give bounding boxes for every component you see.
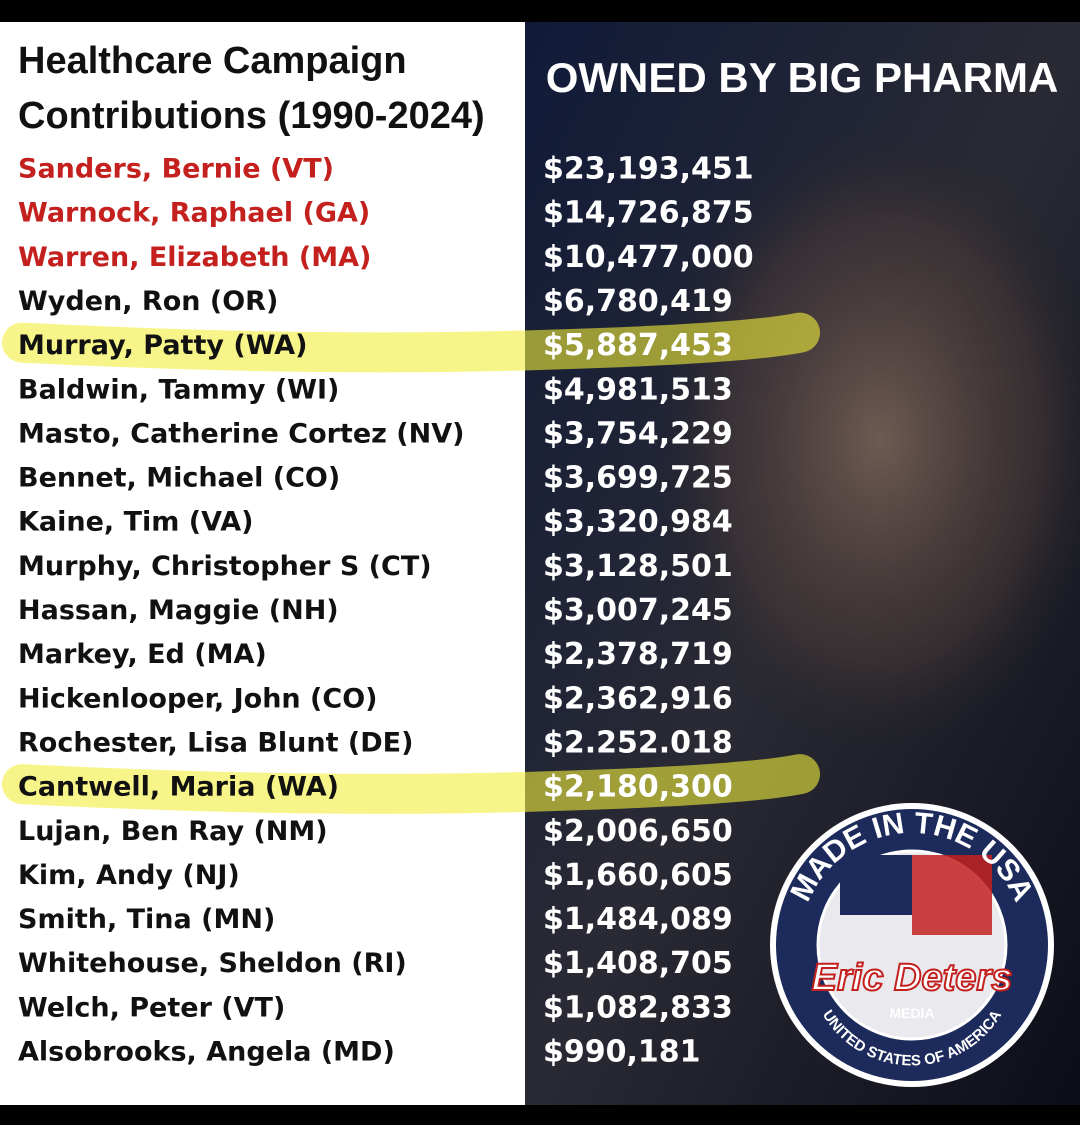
header: OWNED BY BIG PHARMA: [546, 54, 1059, 101]
row-amount: $1,660,605: [543, 858, 733, 893]
rows: Sanders, Bernie (VT) $23,193,451 Warnock, …: [2, 152, 820, 1070]
logo-flag-canton: [840, 855, 912, 915]
logo-brand: Eric Deters: [812, 957, 1013, 999]
row-name: Hickenlooper, John (CO): [18, 683, 378, 714]
row-amount: $990,181: [543, 1035, 701, 1070]
row-amount: $1,082,833: [543, 990, 733, 1025]
row-name: Kim, Andy (NJ): [18, 860, 240, 891]
row-amount: $2.252.018: [543, 725, 733, 760]
row-name: Alsobrooks, Angela (MD): [18, 1037, 395, 1068]
highlight-stroke: [2, 754, 820, 814]
logo-flag: [912, 855, 992, 935]
logo: MADE IN THE USA Eric Deters MEDIA UNITED…: [770, 803, 1054, 1087]
row-name: Markey, Ed (MA): [18, 639, 267, 670]
row-name: Hassan, Maggie (NH): [18, 595, 339, 626]
title-line: Contributions (1990-2024): [18, 95, 485, 137]
row-name: Rochester, Lisa Blunt (DE): [18, 727, 413, 758]
row-name: Masto, Catherine Cortez (NV): [18, 418, 464, 449]
row-amount: $2,006,650: [543, 814, 733, 849]
row-amount: $14,726,875: [543, 196, 754, 231]
row-amount: $6,780,419: [543, 284, 733, 319]
row-amount: $2,378,719: [543, 637, 733, 672]
row-name: Wyden, Ron (OR): [18, 286, 278, 317]
row-name: Murphy, Christopher S (CT): [18, 551, 432, 582]
row-name: Welch, Peter (VT): [18, 992, 285, 1023]
row-amount: $3,128,501: [543, 549, 733, 584]
row-amount: $3,754,229: [543, 416, 733, 451]
row-amount: $3,320,984: [543, 505, 733, 540]
row-name: Sanders, Bernie (VT): [18, 154, 334, 185]
highlight-stroke: [2, 312, 820, 373]
row-amount: $2,180,300: [543, 770, 733, 805]
row-amount: $4,981,513: [543, 372, 733, 407]
row-amount: $1,408,705: [543, 946, 733, 981]
row-name: Whitehouse, Sheldon (RI): [18, 948, 407, 979]
row-name: Lujan, Ben Ray (NM): [18, 816, 328, 847]
row-amount: $23,193,451: [543, 152, 754, 187]
highlights: [2, 312, 820, 814]
row-name: Kaine, Tim (VA): [18, 507, 253, 538]
row-amount: $2,362,916: [543, 681, 733, 716]
list-panel: [0, 22, 525, 1105]
title-line: Healthcare Campaign: [18, 40, 407, 82]
row-name: Murray, Patty (WA): [18, 330, 308, 361]
row-amount: $10,477,000: [543, 240, 754, 275]
row-amount: $1,484,089: [543, 902, 733, 937]
logo-sub: MEDIA: [889, 1005, 934, 1021]
row-name: Cantwell, Maria (WA): [18, 772, 339, 803]
row-amount: $5,887,453: [543, 328, 733, 363]
row-name: Warnock, Raphael (GA): [18, 198, 370, 229]
photo-subject: [650, 120, 1080, 760]
row-name: Smith, Tina (MN): [18, 904, 275, 935]
row-amount: $3,007,245: [543, 593, 733, 628]
row-name: Bennet, Michael (CO): [18, 463, 340, 494]
row-amount: $3,699,725: [543, 461, 733, 496]
row-name: Warren, Elizabeth (MA): [18, 242, 371, 273]
row-name: Baldwin, Tammy (WI): [18, 374, 339, 405]
